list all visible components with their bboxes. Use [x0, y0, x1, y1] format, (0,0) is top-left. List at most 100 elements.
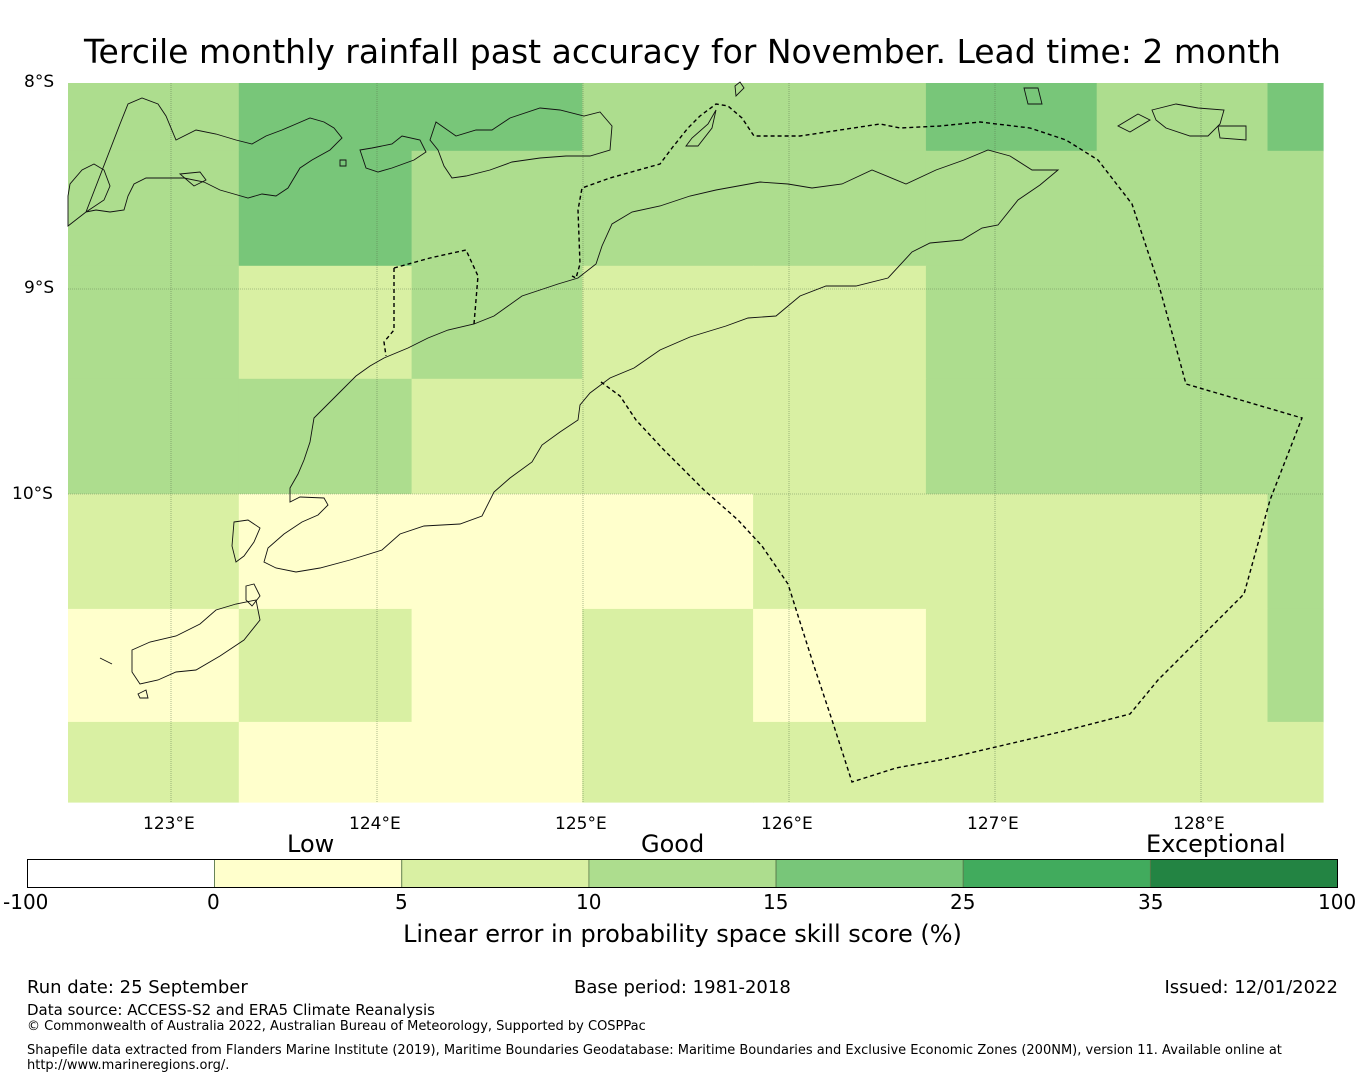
atauro-coastline: [685, 109, 717, 147]
grid-cell-r4-c0: [68, 493, 240, 610]
grid-cell-r0-c2: [411, 83, 583, 152]
lon-label-124e: 124°E: [349, 814, 401, 834]
grid-cell-r5-c4: [753, 608, 927, 723]
eez-boundary-oecusse: [393, 249, 479, 325]
colorbar-tick-minus100: -100: [3, 890, 49, 914]
colorbar-tick-5: 5: [395, 890, 408, 914]
grid-cell-r6-c0: [68, 721, 240, 803]
grid-cell-r2-c2: [411, 265, 583, 380]
grid-cell-r3-c5: [925, 378, 1098, 495]
grid-cell-r1-c7: [1267, 150, 1324, 267]
colorbar-frame: [27, 859, 1338, 888]
shapefile-credit-line1: Shapefile data extracted from Flanders M…: [27, 1043, 1282, 1058]
grid-cell-r2-c3: [582, 265, 754, 380]
colorbar-tick-25: 25: [950, 890, 976, 914]
island-small-4: [137, 689, 149, 699]
grid-cell-r1-c2: [411, 150, 583, 267]
alor-coastline: [429, 107, 613, 179]
colorbar-title: Linear error in probability space skill …: [403, 920, 962, 948]
grid-cell-r0-c6: [1096, 83, 1269, 152]
eez-boundary-east: [571, 103, 1303, 783]
grid-cell-r4-c6: [1096, 493, 1269, 610]
ndao-coastline: [245, 583, 261, 607]
grid-cell-r5-c2: [411, 608, 583, 723]
solor-coastline: [178, 171, 207, 187]
rote-coastline: [231, 519, 261, 563]
wetar-coastline: [1151, 103, 1225, 137]
lon-label-123e: 123°E: [143, 814, 195, 834]
colorbar-block-1: [214, 859, 403, 888]
grid-cell-r6-c5: [925, 721, 1098, 803]
grid-cell-r3-c4: [753, 378, 927, 495]
lon-label-125e: 125°E: [555, 814, 607, 834]
colorbar-block-4: [775, 859, 964, 888]
liran-coastline: [1117, 113, 1151, 133]
grid-cell-r4-c5: [925, 493, 1098, 610]
grid-cell-r2-c4: [753, 265, 927, 380]
eez-boundary-oecusse-west: [383, 268, 395, 357]
island-small-1: [1023, 87, 1043, 105]
colorbar-label-exceptional: Exceptional: [1146, 830, 1286, 858]
grid-cell-r2-c6: [1096, 265, 1269, 380]
grid-cell-r5-c1: [238, 608, 413, 723]
island-small-5: [339, 159, 347, 167]
grid-cell-r3-c7: [1267, 378, 1324, 495]
colorbar-block-3: [588, 859, 777, 888]
grid-cell-r3-c6: [1096, 378, 1269, 495]
grid-cell-r2-c5: [925, 265, 1098, 380]
grid-cell-r5-c0: [68, 608, 240, 723]
grid-cell-r0-c3: [582, 83, 754, 152]
colorbar-tick-100: 100: [1318, 890, 1357, 914]
grid-cell-r5-c3: [582, 608, 754, 723]
grid-cell-r5-c7: [1267, 608, 1324, 723]
chart-title: Tercile monthly rainfall past accuracy f…: [84, 32, 1281, 71]
island-small-2: [1217, 125, 1247, 141]
colorbar-tick-15: 15: [763, 890, 789, 914]
data-source: Data source: ACCESS-S2 and ERA5 Climate …: [27, 1001, 435, 1019]
lat-label-10s: 10°S: [12, 484, 53, 504]
grid-cell-r0-c1: [238, 83, 413, 152]
grid-cell-r1-c4: [753, 150, 927, 267]
grid-cell-r1-c0: [68, 150, 240, 267]
lat-label-8s: 8°S: [24, 72, 55, 92]
grid-cell-r1-c1: [238, 150, 413, 267]
grid-cell-r4-c3: [582, 493, 754, 610]
grid-cell-r5-c5: [925, 608, 1098, 723]
colorbar-tick-10: 10: [576, 890, 602, 914]
grid-cell-r3-c0: [68, 378, 240, 495]
grid-cell-r6-c7: [1267, 721, 1324, 803]
grid-cell-r1-c6: [1096, 150, 1269, 267]
colorbar-label-good: Good: [641, 830, 705, 858]
grid-cell-r4-c4: [753, 493, 927, 610]
grid-cell-r6-c1: [238, 721, 413, 803]
grid-cell-r4-c7: [1267, 493, 1324, 610]
shapefile-credit-line2: http://www.marineregions.org/.: [27, 1058, 230, 1073]
colorbar-block-5: [962, 859, 1151, 888]
issued-date: Issued: 12/01/2022: [1164, 977, 1338, 998]
coastlines: [67, 81, 1247, 699]
pantar-coastline: [359, 135, 427, 173]
grid-cell-r1-c3: [582, 150, 754, 267]
copyright: © Commonwealth of Australia 2022, Austra…: [27, 1019, 646, 1034]
grid-cell-r4-c1: [238, 493, 413, 610]
grid-cell-r4-c2: [411, 493, 583, 610]
grid-cell-r2-c1: [238, 265, 413, 380]
grid-cell-r0-c5: [925, 83, 1098, 152]
grid-cell-r5-c6: [1096, 608, 1269, 723]
grid-cell-r3-c2: [411, 378, 583, 495]
grid-cell-r6-c3: [582, 721, 754, 803]
grid-cell-r0-c4: [753, 83, 927, 152]
grid-cell-r6-c4: [753, 721, 927, 803]
grid-cell-r3-c3: [582, 378, 754, 495]
lon-label-128e: 128°E: [1173, 814, 1225, 834]
grid-cell-r6-c2: [411, 721, 583, 803]
run-date: Run date: 25 September: [27, 977, 248, 998]
colorbar-tick-0: 0: [207, 890, 220, 914]
maritime-boundary: [383, 103, 1303, 783]
island-small-3: [734, 81, 745, 97]
grid-cell-r2-c7: [1267, 265, 1324, 380]
savu-coastline: [99, 599, 261, 685]
grid-cell-r0-c7: [1267, 83, 1324, 152]
lat-label-9s: 9°S: [24, 278, 55, 298]
